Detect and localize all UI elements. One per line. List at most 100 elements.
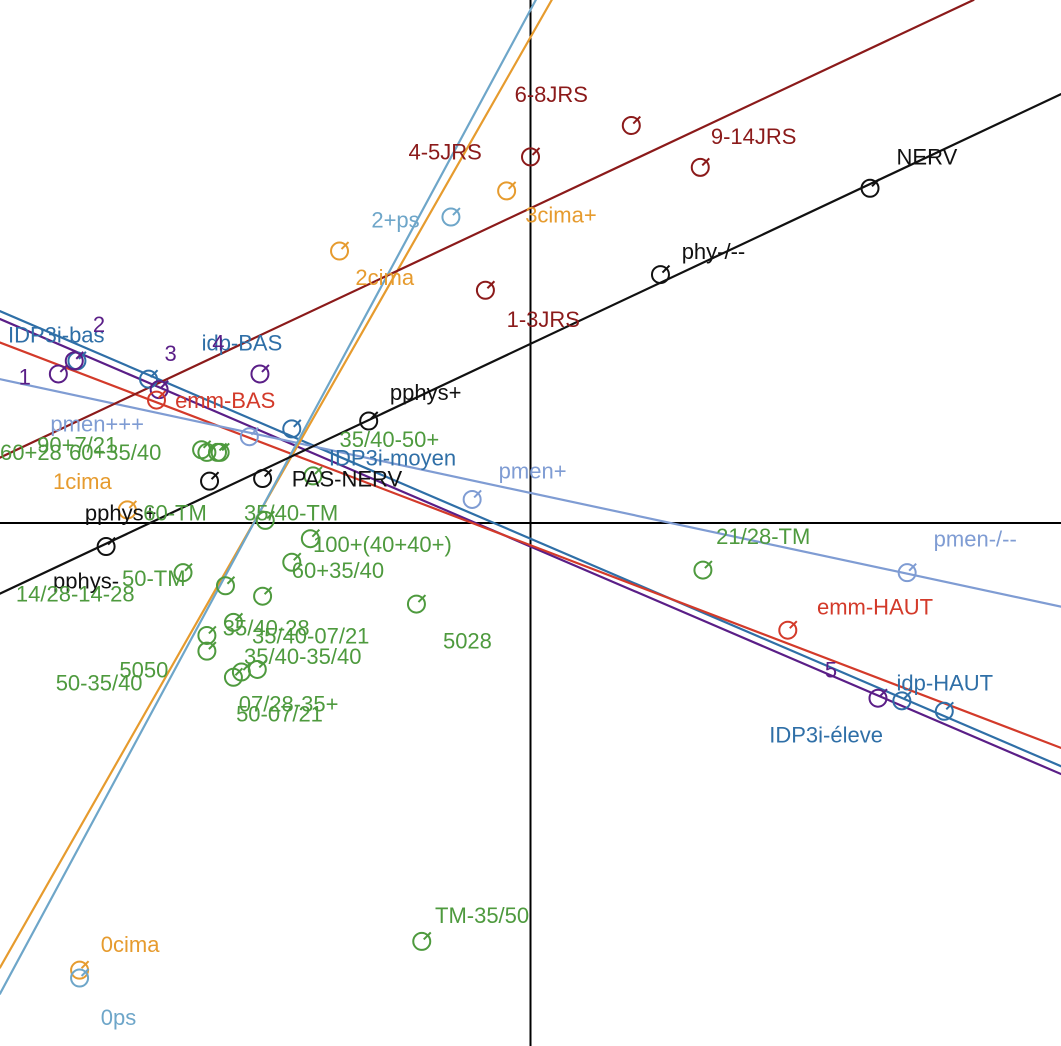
point-marker-tick bbox=[340, 241, 350, 250]
series-8-label-1: 60+35/40 bbox=[69, 440, 161, 465]
series-3-label-1: pmen+ bbox=[499, 459, 567, 484]
point-marker-tick bbox=[945, 701, 954, 710]
series-0-point-2 bbox=[282, 419, 302, 439]
point-marker-tick bbox=[221, 442, 230, 452]
labels: IDP3i-bas idp-BAS IDP3i-moyen idp-HAUT IDP3i… bbox=[0, 82, 1017, 1030]
series-8-point-17 bbox=[223, 667, 244, 687]
series-8-point-9 bbox=[215, 576, 236, 596]
point-marker bbox=[255, 510, 275, 530]
point-marker-tick bbox=[59, 364, 69, 373]
point-marker bbox=[359, 411, 379, 431]
series-7-point-5 bbox=[860, 178, 880, 198]
series-1-label-0: 1 bbox=[19, 364, 31, 389]
series-7-label-0: pphys+ bbox=[85, 500, 157, 525]
series-2-label-1: emm-HAUT bbox=[817, 595, 933, 620]
series-1-point-1 bbox=[64, 351, 84, 371]
series-1-label-3: 4 bbox=[212, 330, 224, 355]
point-marker-tick bbox=[903, 691, 912, 700]
series-8-label-2: 90+7/21 bbox=[37, 432, 117, 457]
series-8-point-12 bbox=[406, 594, 427, 614]
point-marker bbox=[521, 147, 540, 167]
series-1-point-3 bbox=[250, 364, 270, 384]
point-marker-tick bbox=[452, 207, 461, 216]
point-marker bbox=[693, 560, 713, 580]
point-marker-tick bbox=[149, 369, 159, 378]
point-marker bbox=[173, 563, 193, 583]
series-5-point-1 bbox=[441, 207, 461, 227]
point-marker-tick bbox=[293, 419, 302, 428]
series-8-label-14: 35/40-35/40 bbox=[244, 644, 361, 669]
point-marker-tick bbox=[417, 594, 427, 603]
point-marker-tick bbox=[423, 931, 432, 941]
point-marker-tick bbox=[261, 364, 270, 373]
series-7-label-5: NERV bbox=[897, 145, 958, 170]
series-8-label-3: 60-TM bbox=[143, 500, 207, 525]
series-1-point-4 bbox=[868, 688, 888, 708]
series-1-point-0 bbox=[48, 364, 69, 384]
series-3-label-0: pmen+++ bbox=[50, 411, 144, 436]
series-1-label-1: 2 bbox=[93, 312, 105, 337]
point-marker-tick bbox=[242, 662, 252, 671]
series-8-label-19: TM-35/50 bbox=[435, 903, 529, 928]
series-0-point-3 bbox=[934, 701, 954, 721]
point-marker-tick bbox=[632, 115, 642, 125]
series-8-point-18 bbox=[693, 560, 713, 580]
point-marker-tick bbox=[879, 688, 888, 697]
point-marker-tick bbox=[80, 960, 90, 969]
series-8-point-19 bbox=[412, 931, 432, 951]
series-6-label-2: 6-8JRS bbox=[515, 82, 588, 107]
point-marker bbox=[860, 178, 880, 198]
series-8-label-12: 5028 bbox=[443, 629, 492, 654]
series-8-point-6 bbox=[282, 552, 302, 572]
point-marker-tick bbox=[473, 489, 482, 499]
point-marker bbox=[239, 427, 259, 447]
series-4-label-3: 3cima+ bbox=[525, 202, 597, 227]
series-5-label-1: 2+ps bbox=[371, 208, 419, 233]
point-marker-tick bbox=[208, 641, 217, 650]
series-8-label-15: 50-35/40 bbox=[56, 670, 143, 695]
point-marker-tick bbox=[78, 351, 87, 360]
point-marker-tick bbox=[704, 560, 713, 569]
series-3-label-2: pmen-/-- bbox=[934, 527, 1017, 552]
series-0-label-3: idp-HAUT bbox=[897, 670, 994, 695]
point-marker-tick bbox=[80, 968, 90, 977]
point-marker-tick bbox=[75, 351, 84, 360]
series-6-point-1 bbox=[521, 147, 541, 167]
point-marker-tick bbox=[507, 181, 517, 190]
series-8-label-7: 60+35/40 bbox=[292, 558, 384, 583]
series-2-point-1 bbox=[778, 620, 798, 640]
point-marker-tick bbox=[157, 390, 167, 399]
series-1-label-2: 3 bbox=[164, 341, 176, 366]
series-3-point-1 bbox=[462, 489, 482, 509]
point-marker bbox=[253, 469, 273, 489]
point-marker bbox=[197, 625, 217, 645]
series-8-point-8 bbox=[173, 562, 193, 583]
series-7-point-0 bbox=[96, 536, 116, 557]
series-8-point-3 bbox=[210, 442, 230, 462]
series-8-point-7 bbox=[300, 528, 321, 549]
series-0-label-0: IDP3i-bas bbox=[8, 323, 105, 348]
point-marker bbox=[117, 500, 137, 520]
series-6-label-0: 1-3JRS bbox=[507, 307, 580, 332]
point-marker bbox=[300, 529, 320, 549]
point-marker-tick bbox=[258, 659, 267, 669]
series-8-label-6: 100+(40+40+) bbox=[313, 532, 452, 557]
series-8-label-9: 14/28-14-28 bbox=[16, 581, 135, 606]
series-2-axis-line bbox=[0, 341, 1061, 749]
series-8-label-5: 35/40-50+ bbox=[340, 427, 440, 452]
series-7-point-2 bbox=[253, 468, 273, 489]
point-marker bbox=[892, 691, 912, 711]
point-marker bbox=[282, 552, 302, 572]
point-marker bbox=[406, 594, 426, 614]
series-7-label-4: phy-/-- bbox=[682, 239, 746, 264]
point-marker bbox=[462, 489, 482, 509]
point-marker-tick bbox=[107, 536, 116, 546]
point-marker-tick bbox=[789, 620, 798, 629]
point-marker bbox=[139, 369, 159, 389]
point-marker bbox=[475, 280, 495, 300]
point-marker-tick bbox=[234, 612, 244, 622]
series-7-axis-line bbox=[0, 93, 1061, 595]
point-marker-tick bbox=[263, 586, 273, 595]
series-1-axis-line bbox=[0, 317, 1061, 776]
point-marker bbox=[690, 157, 710, 177]
